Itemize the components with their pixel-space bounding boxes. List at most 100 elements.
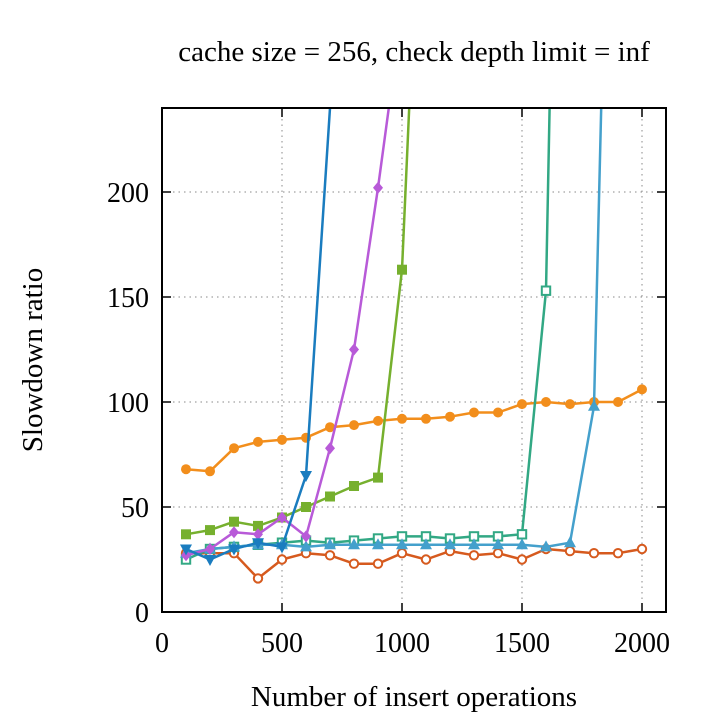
data-point — [372, 538, 384, 550]
y-tick-label: 100 — [107, 388, 149, 419]
data-point — [301, 502, 311, 512]
x-axis: 0 500 1000 1500 2000 — [155, 108, 670, 659]
data-point — [301, 530, 311, 543]
data-point — [349, 481, 359, 491]
y-tick-label: 200 — [107, 178, 149, 209]
data-point — [516, 538, 528, 550]
data-point — [348, 558, 360, 569]
data-point — [181, 464, 191, 475]
data-point — [205, 466, 215, 477]
data-point — [588, 548, 600, 559]
data-point — [421, 413, 431, 424]
data-point — [373, 415, 383, 426]
grid — [162, 108, 666, 612]
y-tick-label: 50 — [121, 493, 149, 524]
data-point — [397, 264, 407, 275]
data-point — [372, 558, 384, 569]
plot-frame — [161, 107, 667, 613]
data-point — [325, 442, 335, 455]
y-axis-label: Slowdown ratio — [17, 268, 49, 452]
series-1 — [180, 543, 648, 584]
data-point — [564, 545, 576, 557]
data-point — [276, 554, 288, 565]
data-point — [396, 538, 408, 550]
data-point — [540, 540, 552, 552]
data-point — [420, 554, 432, 565]
data-point — [492, 548, 504, 559]
chart-title: cache size = 256, check depth limit = in… — [178, 36, 650, 68]
data-point — [373, 472, 383, 483]
data-point — [229, 526, 239, 539]
data-point — [324, 550, 336, 561]
data-point — [469, 407, 479, 418]
data-point — [564, 536, 576, 548]
x-tick-label: 0 — [155, 628, 169, 659]
data-point — [325, 491, 335, 502]
series-5 — [181, 108, 391, 562]
data-point — [373, 181, 383, 194]
data-point — [637, 384, 647, 395]
series-line — [185, 108, 603, 555]
data-point — [349, 420, 359, 431]
data-point — [204, 555, 216, 566]
data-point — [180, 544, 192, 556]
data-point — [277, 511, 287, 524]
data-point — [228, 544, 240, 556]
series-4 — [181, 108, 411, 540]
x-tick-label: 1000 — [374, 628, 430, 659]
data-point — [468, 550, 480, 561]
data-point — [252, 573, 264, 584]
data-point — [205, 543, 215, 555]
data-point — [277, 434, 287, 445]
data-point — [517, 399, 527, 410]
data-point — [540, 285, 552, 296]
series-6 — [180, 108, 332, 566]
data-point — [253, 520, 263, 531]
data-point — [276, 542, 288, 554]
data-point — [493, 407, 503, 418]
data-point — [349, 343, 359, 356]
data-point — [253, 436, 263, 447]
series-line — [185, 108, 391, 557]
data-point — [541, 397, 551, 407]
series-3 — [180, 108, 603, 558]
data-point — [492, 538, 504, 550]
data-point — [397, 413, 407, 424]
series-line — [185, 108, 332, 561]
data-point — [444, 538, 456, 550]
x-tick-label: 2000 — [614, 628, 670, 659]
data-point — [181, 529, 191, 540]
series-0 — [181, 384, 647, 477]
data-point — [229, 516, 239, 527]
data-point — [205, 525, 215, 536]
y-tick-label: 0 — [135, 598, 149, 629]
y-axis: 0 50 100 150 200 — [107, 178, 666, 629]
data-point — [396, 548, 408, 559]
series-line — [185, 108, 551, 561]
data-point — [612, 548, 624, 559]
data-point — [468, 538, 480, 550]
data-point — [348, 538, 360, 550]
data-point — [300, 540, 312, 552]
plot-area — [180, 108, 648, 584]
y-tick-label: 150 — [107, 283, 149, 314]
data-point — [229, 443, 239, 454]
data-point — [636, 543, 648, 555]
data-point — [565, 399, 575, 410]
data-point — [516, 529, 528, 540]
data-point — [613, 397, 623, 407]
data-point — [420, 538, 432, 550]
data-point — [588, 399, 600, 411]
x-tick-label: 500 — [261, 628, 303, 659]
data-point — [300, 471, 312, 482]
series-line — [185, 108, 411, 536]
data-point — [516, 554, 528, 565]
series-2 — [180, 108, 552, 565]
data-point — [445, 411, 455, 422]
x-tick-label: 1500 — [494, 628, 550, 659]
data-point — [252, 538, 264, 550]
x-axis-label: Number of insert operations — [251, 681, 577, 713]
data-point — [253, 528, 263, 541]
data-point — [324, 538, 336, 550]
